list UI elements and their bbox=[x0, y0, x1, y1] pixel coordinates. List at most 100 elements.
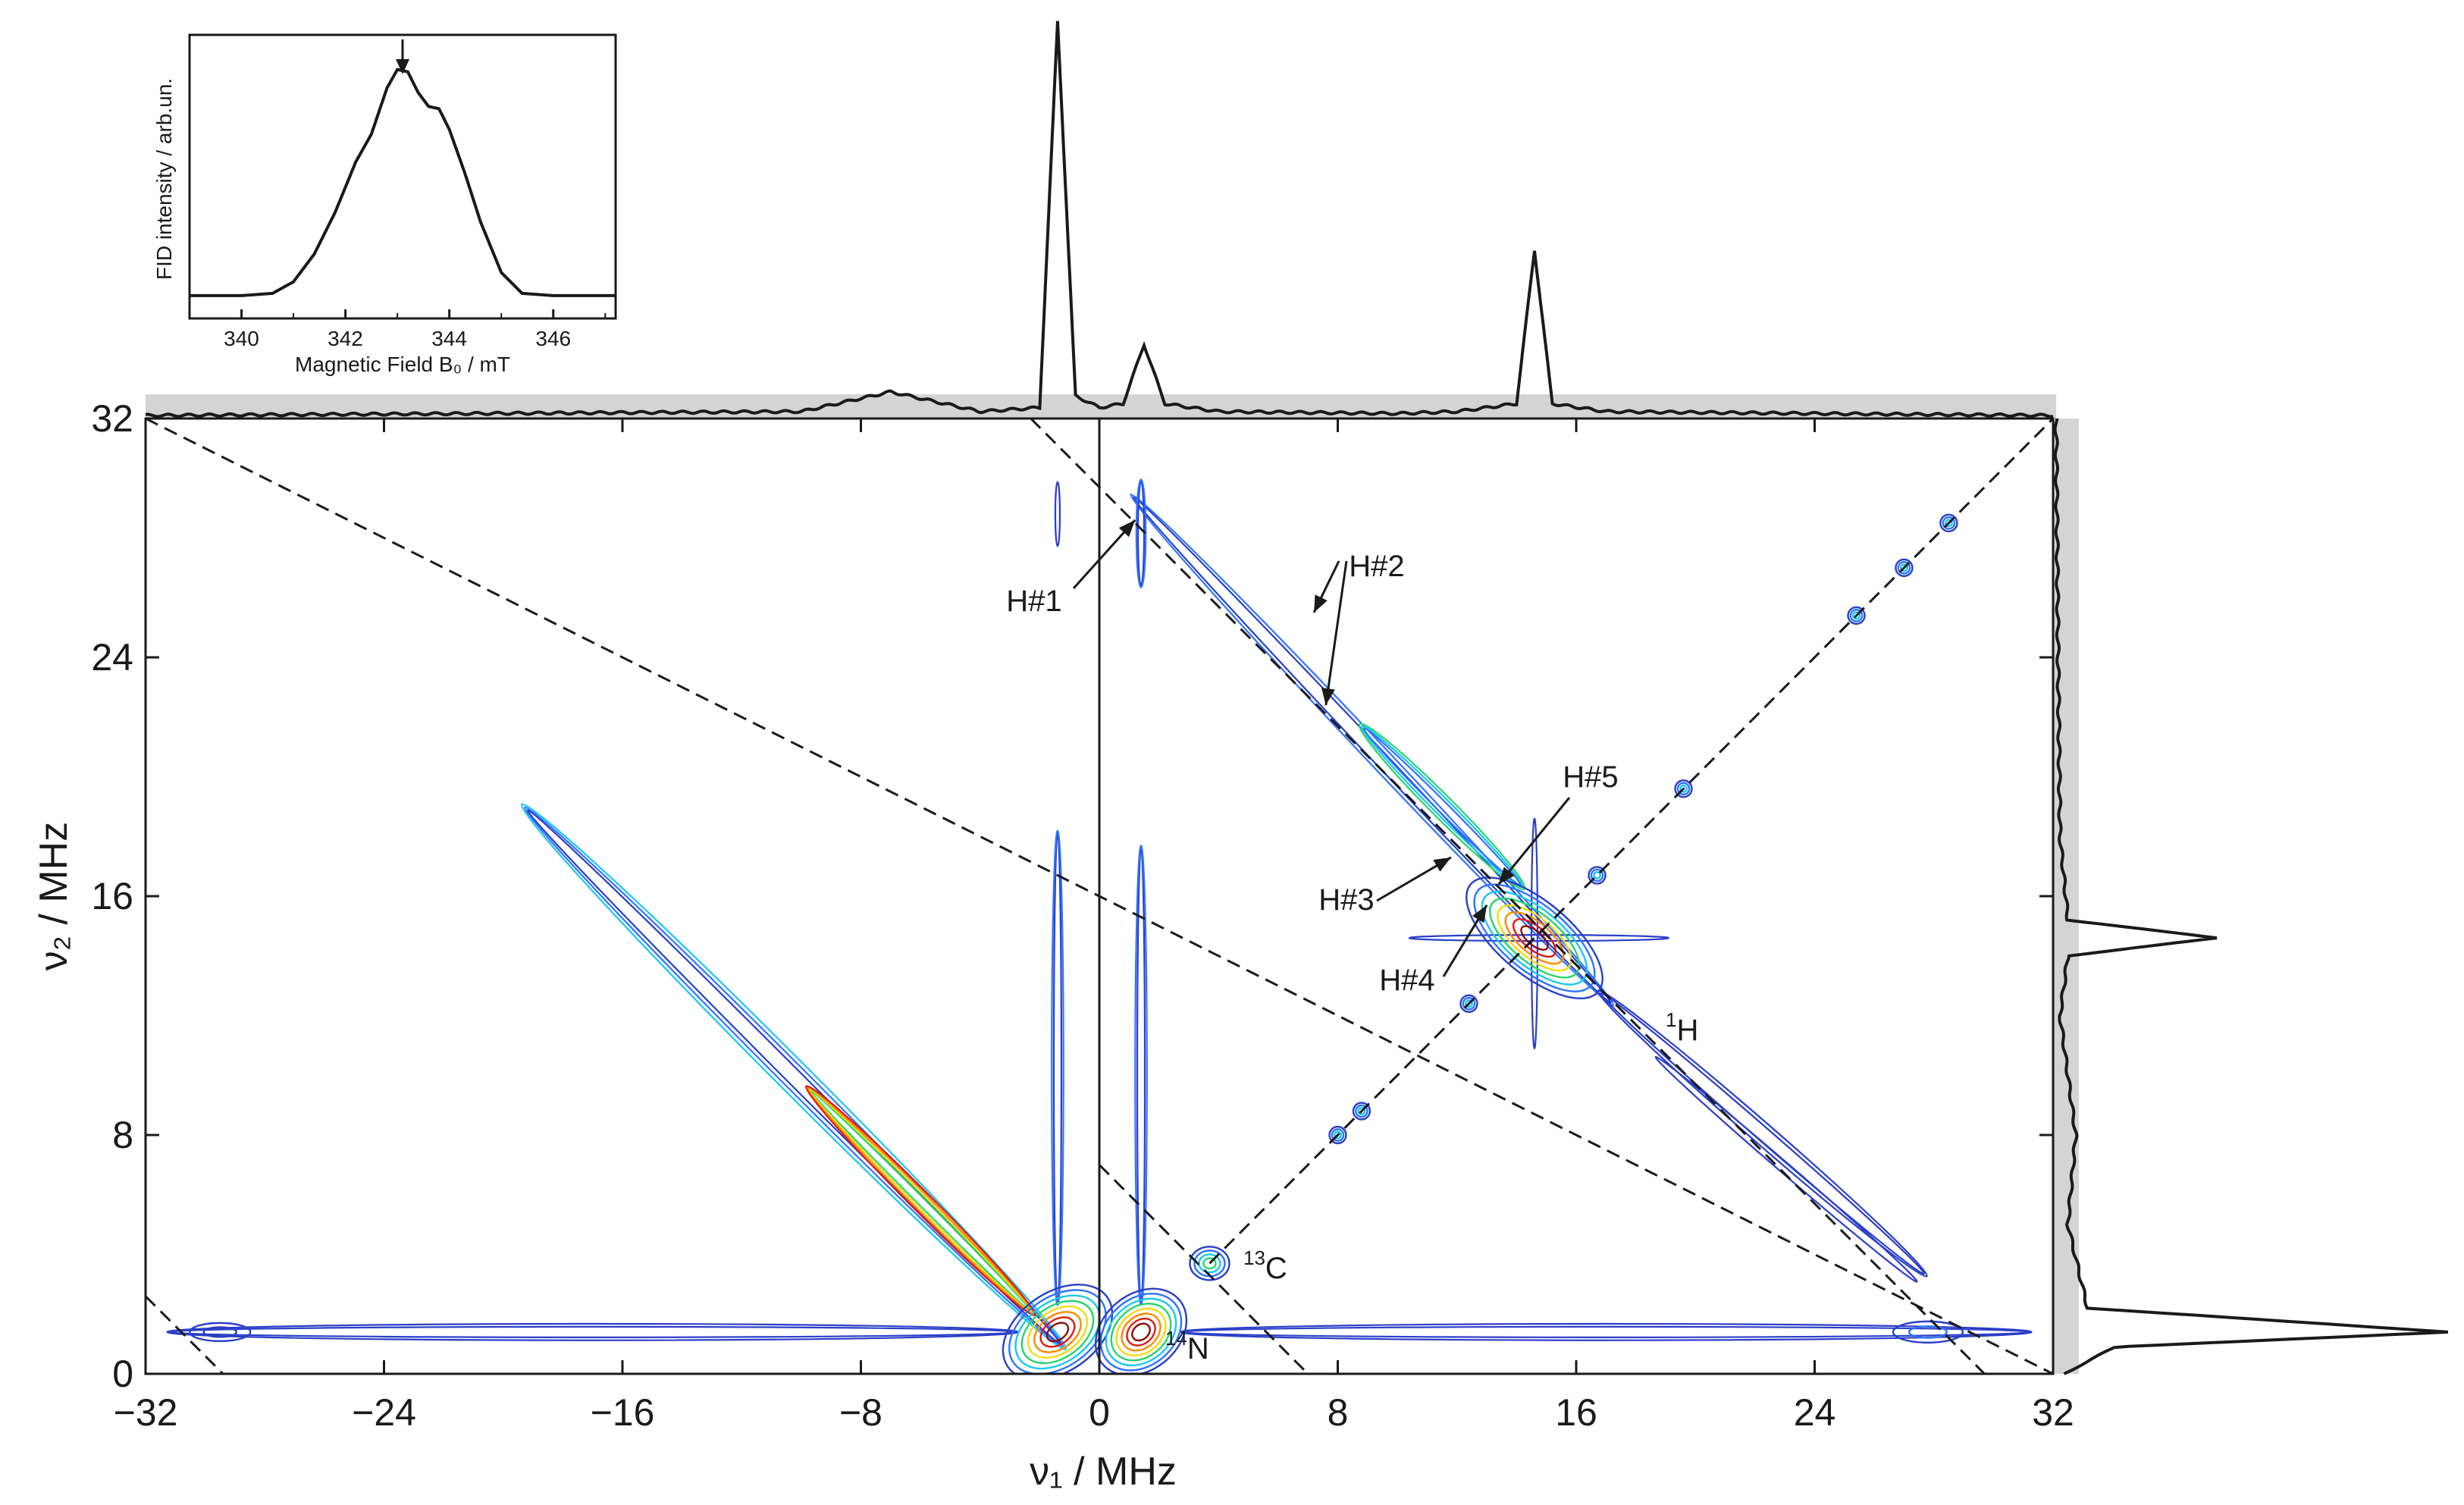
contour-ridge-h-lower bbox=[1597, 989, 1928, 1278]
annotation-arrow-head bbox=[1433, 857, 1451, 872]
x-axis-title: ν₁ / MHz bbox=[1030, 1450, 1177, 1494]
contour-ridge-h-upper bbox=[1130, 493, 1615, 1007]
annotation-arrow-head bbox=[1498, 867, 1515, 885]
contour-diagonal-dot bbox=[1676, 782, 1691, 796]
contour-peak-1h bbox=[1473, 883, 1596, 992]
contour-ridge-h-lower-b bbox=[1654, 1055, 1918, 1283]
contour-diagonal-dot bbox=[1334, 1130, 1342, 1140]
contour-peak-14n-neg bbox=[1014, 1294, 1101, 1370]
contour-diagonal-dot bbox=[1847, 606, 1866, 626]
contour-peak-14n-neg bbox=[1002, 1284, 1114, 1374]
contour-peak-13c bbox=[1202, 1257, 1217, 1270]
annotation-h3: H#3 bbox=[1318, 883, 1374, 917]
contour-peak-14n-neg bbox=[1027, 1305, 1089, 1359]
contour-diagonal-dot bbox=[1462, 996, 1476, 1011]
contour-diagonal-dot bbox=[1939, 513, 1958, 533]
inset-frame bbox=[188, 33, 617, 320]
dashed-guide-line bbox=[1030, 419, 1986, 1374]
contour-peak-14n-neg bbox=[1045, 1322, 1070, 1343]
guide-lines bbox=[146, 419, 2053, 1374]
contour-diagonal-dot bbox=[1852, 611, 1861, 620]
contour-peak-14n-pos bbox=[1110, 1303, 1172, 1362]
contour-diagonal-dot bbox=[1357, 1107, 1366, 1115]
contour-spot-right bbox=[1908, 1325, 1948, 1339]
annotation-h4: H#4 bbox=[1379, 964, 1434, 997]
nucleus-14n-mass: 14 bbox=[1165, 1327, 1187, 1350]
contour-ridge-left-core bbox=[809, 1090, 1032, 1312]
contour-ridge-left bbox=[526, 809, 1061, 1344]
contour-peak-14n-neg bbox=[1033, 1311, 1082, 1353]
y-tick-label: 32 bbox=[91, 397, 133, 440]
nucleus-14n-symbol: N bbox=[1187, 1332, 1209, 1365]
x-tick-labels: −32 −24 −16 −8 0 8 16 24 32 bbox=[114, 1391, 2074, 1434]
contour-peak-1h bbox=[1466, 876, 1603, 1000]
nucleus-13c-mass: 13 bbox=[1243, 1246, 1265, 1269]
contour-diagonal-dot bbox=[1942, 516, 1956, 530]
inset-y-axis-title: FID intensity / arb.un. bbox=[152, 78, 176, 280]
contour-peak-14n-pos bbox=[1094, 1287, 1188, 1374]
nucleus-1h-mass: 1 bbox=[1666, 1008, 1676, 1031]
x-tick-label: −24 bbox=[352, 1391, 416, 1434]
top-projection-line bbox=[145, 20, 2054, 419]
contour-h1-neg bbox=[1054, 481, 1061, 547]
x-tick-label: 32 bbox=[2032, 1391, 2074, 1434]
annotation-arrow-shaft bbox=[1324, 560, 1348, 706]
contour-diagonal-dot bbox=[1944, 519, 1953, 528]
contour-ridge-h-lower bbox=[1600, 992, 1926, 1275]
contour-diagonal-dot bbox=[1331, 1128, 1345, 1142]
y-tick-labels: 0 8 16 24 32 bbox=[91, 397, 133, 1395]
inset-peak-arrow bbox=[396, 39, 409, 74]
contour-ridge-left-core bbox=[807, 1088, 1033, 1314]
inset-x-tick-label: 342 bbox=[328, 327, 363, 350]
contour-h1-pos bbox=[1136, 480, 1146, 587]
contour-streak-v-1h bbox=[1530, 817, 1539, 1049]
contour-diagonal-dot bbox=[1328, 1125, 1347, 1145]
contour-diagonal-dot bbox=[1679, 784, 1688, 793]
contour-diagonal-dot bbox=[1352, 1102, 1372, 1121]
contour-ridge-h-mid bbox=[1358, 723, 1526, 891]
y-axis-title: ν₂ / MHz bbox=[32, 822, 76, 970]
inset-ticks bbox=[240, 309, 607, 318]
contour-peak-14n-pos bbox=[1105, 1297, 1177, 1367]
contour-peak-1h bbox=[1481, 890, 1588, 986]
contour-streak-v-neg bbox=[1052, 832, 1063, 1304]
contour-ridge-left bbox=[520, 803, 1067, 1351]
contour-peak-14n-pos bbox=[1126, 1317, 1156, 1347]
contour-diagonal-dot bbox=[1593, 870, 1601, 879]
contour-h1-pos bbox=[1135, 478, 1147, 588]
right-projection-line bbox=[2053, 418, 2449, 1375]
annotation-arrow-head bbox=[1314, 594, 1328, 613]
x-tick-label: −32 bbox=[114, 1391, 178, 1434]
contour-streak-h-right bbox=[1182, 1325, 2030, 1338]
x-tick-label: 16 bbox=[1555, 1391, 1597, 1434]
annotation-arrow-head bbox=[1321, 687, 1335, 705]
nucleus-label-14n: 14N bbox=[1165, 1327, 1209, 1365]
contour-ridge-left bbox=[523, 806, 1064, 1347]
contour-peak-1h bbox=[1504, 911, 1565, 965]
contour-diagonal-dot bbox=[1674, 779, 1693, 798]
inset-x-tick-label: 346 bbox=[535, 327, 571, 350]
x-tick-label: 8 bbox=[1328, 1391, 1349, 1434]
x-tick-label: 0 bbox=[1089, 1391, 1110, 1434]
nucleus-13c-symbol: C bbox=[1265, 1252, 1287, 1285]
contour-diagonal-dot bbox=[1355, 1104, 1368, 1118]
contour-peak-14n-pos bbox=[1115, 1307, 1167, 1356]
contour-streak-v-neg bbox=[1051, 829, 1064, 1306]
inset-x-axis-title: Magnetic Field B₀ / mT bbox=[295, 353, 510, 376]
contour-diagonal-dot bbox=[1897, 561, 1911, 575]
contour-diagonal-dot bbox=[1459, 994, 1478, 1013]
nucleus-label-1h: 1H bbox=[1666, 1008, 1698, 1047]
contour-ridge-left-core bbox=[804, 1085, 1036, 1317]
inset-x-tick-label: 344 bbox=[431, 327, 467, 350]
x-tick-label: −16 bbox=[591, 1391, 655, 1434]
contour-diagonal-dot bbox=[1588, 866, 1607, 885]
contour-ridge-left-core bbox=[806, 1086, 1035, 1315]
contour-spot-left bbox=[189, 1322, 252, 1343]
x-tick-label: 24 bbox=[1794, 1391, 1836, 1434]
y-tick-label: 0 bbox=[112, 1353, 133, 1395]
inset-arrow-head bbox=[396, 59, 409, 74]
annotation-arrows bbox=[1072, 519, 1571, 977]
contour-layer bbox=[166, 478, 2033, 1374]
